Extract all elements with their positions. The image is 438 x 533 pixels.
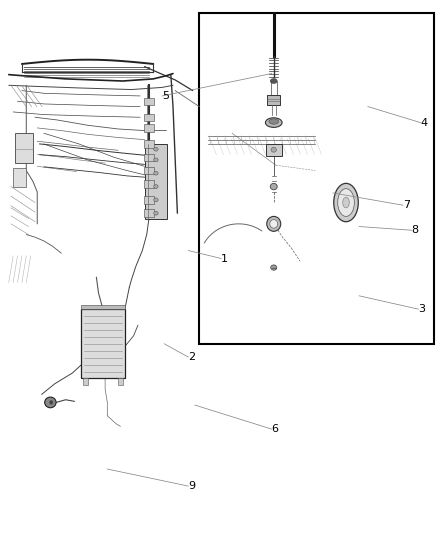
Ellipse shape (154, 185, 158, 189)
Ellipse shape (49, 401, 53, 404)
Text: 7: 7 (403, 200, 410, 210)
Bar (13, 168, 26, 187)
Ellipse shape (154, 211, 158, 215)
Bar (118, 378, 123, 385)
Text: 2: 2 (188, 352, 195, 362)
Bar (15, 133, 33, 163)
Bar (199, 13, 434, 344)
Text: 9: 9 (188, 481, 195, 491)
Ellipse shape (154, 147, 158, 151)
Text: 4: 4 (420, 118, 427, 127)
Ellipse shape (271, 265, 277, 270)
Bar (144, 124, 154, 132)
Bar (144, 209, 154, 217)
Ellipse shape (338, 189, 354, 216)
Ellipse shape (271, 147, 276, 152)
Ellipse shape (267, 216, 281, 231)
Ellipse shape (343, 197, 350, 208)
Bar (144, 140, 154, 148)
Bar (81, 305, 125, 309)
Bar (144, 167, 154, 174)
Bar (144, 98, 154, 105)
Ellipse shape (270, 220, 278, 228)
Text: 3: 3 (418, 304, 425, 314)
Bar (144, 154, 154, 161)
Bar (144, 114, 154, 121)
Ellipse shape (154, 171, 158, 175)
FancyBboxPatch shape (267, 95, 280, 105)
Bar (144, 196, 154, 204)
Ellipse shape (154, 198, 158, 201)
Ellipse shape (271, 79, 277, 83)
Text: 5: 5 (162, 91, 169, 101)
FancyBboxPatch shape (266, 144, 282, 156)
Bar (144, 180, 154, 188)
Text: 8: 8 (412, 225, 419, 235)
Ellipse shape (270, 183, 277, 190)
Text: 6: 6 (272, 424, 279, 434)
Text: 1: 1 (221, 254, 228, 263)
Ellipse shape (45, 397, 56, 408)
Bar (145, 144, 167, 219)
Ellipse shape (269, 119, 279, 124)
Ellipse shape (334, 183, 358, 222)
Bar (81, 309, 125, 378)
Ellipse shape (265, 118, 282, 127)
Bar (83, 378, 88, 385)
Ellipse shape (154, 158, 158, 162)
